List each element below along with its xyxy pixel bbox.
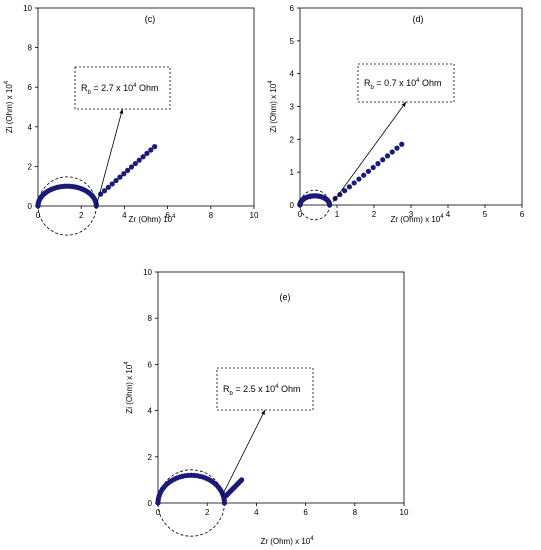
x-tick-label: 2 (79, 211, 84, 220)
data-point (132, 160, 138, 167)
arrow-head (119, 109, 124, 114)
x-tick-label: 10 (250, 211, 259, 220)
data-point (384, 153, 391, 159)
data-point (337, 191, 343, 198)
y-tick-label: 10 (23, 4, 32, 13)
plot-frame (299, 7, 523, 206)
data-point (144, 150, 150, 156)
y-axis-label: Zi (Ohm) x 104 (4, 80, 14, 133)
annotation-box (216, 367, 314, 411)
chart-panel-2: 0 2 4 6 8 10 0 2 4 6 8 10 Zr (Ohm) x 104 Zi (Ohm) x 1… (124, 268, 409, 546)
data-point (356, 176, 362, 182)
x-tick-label: 6 (165, 211, 170, 220)
x-tick-label: 1 (335, 210, 340, 219)
data-point (365, 168, 372, 174)
chart-panel-0: 0 2 4 6 8 10 0 2 4 6 8 10 Zr (Ohm) 104 Zi (Ohm) x 104… (4, 4, 259, 236)
y-tick-label: 0 (28, 202, 33, 211)
x-tick-label: 6 (303, 508, 308, 517)
x-tick-label: 0 (298, 210, 303, 219)
x-tick-label: 4 (122, 211, 127, 220)
annotation-arrow (221, 409, 266, 497)
data-point (327, 202, 333, 208)
y-tick-label: 2 (148, 453, 153, 462)
y-tick-label: 2 (28, 162, 33, 171)
data-point (109, 181, 115, 187)
panel-label: (c) (145, 14, 156, 24)
data-point (342, 188, 348, 194)
x-tick-label: 6 (520, 210, 525, 219)
y-tick-label: 6 (28, 83, 33, 92)
x-tick-label: 8 (353, 508, 358, 517)
y-axis-label: Zi (Ohm) x 104 (268, 80, 278, 133)
data-point (105, 184, 111, 190)
x-tick-label: 8 (209, 211, 214, 220)
data-point (389, 149, 395, 155)
data-point (125, 167, 131, 173)
y-axis-label: Zi (Ohm) x 104 (124, 361, 134, 414)
data-point (351, 180, 357, 186)
x-tick-label: 2 (372, 210, 377, 219)
data-point (128, 164, 135, 170)
panel-label: (e) (280, 292, 291, 302)
data-point (361, 172, 367, 178)
y-tick-label: 5 (290, 37, 295, 46)
data-point (148, 147, 154, 153)
arrow-head (401, 102, 406, 107)
annotation-text: Rb = 2.5 x 104 Ohm (223, 384, 300, 397)
annotation-box (74, 66, 171, 110)
plot-frame (37, 7, 255, 207)
y-tick-label: 3 (290, 103, 295, 112)
x-tick-label: 2 (205, 508, 210, 517)
data-point (380, 157, 386, 163)
annotation-arrow (95, 108, 123, 207)
data-point (239, 477, 245, 483)
data-point (399, 141, 405, 147)
data-point (375, 161, 381, 167)
y-tick-label: 10 (143, 268, 152, 277)
data-point (152, 144, 158, 150)
x-tick-label: 4 (446, 210, 451, 219)
data-point (117, 174, 123, 180)
x-axis-label: Zr (Ohm) x 104 (260, 536, 314, 546)
x-tick-label: 5 (483, 210, 488, 219)
y-tick-label: 4 (148, 407, 153, 416)
data-point (121, 171, 127, 177)
data-series (297, 141, 405, 208)
data-point (113, 177, 119, 184)
data-point (346, 184, 353, 190)
y-tick-label: 2 (290, 135, 295, 144)
y-tick-label: 0 (290, 201, 295, 210)
x-tick-label: 10 (400, 508, 409, 517)
arrow-head (261, 410, 265, 415)
annotation-arrow (332, 101, 407, 202)
x-axis-label: Zr (Ohm) 104 (129, 214, 177, 224)
data-point (394, 145, 400, 151)
x-tick-label: 0 (156, 508, 161, 517)
data-point (370, 164, 376, 171)
y-tick-label: 1 (290, 168, 295, 177)
data-point (101, 188, 108, 194)
annotation-text: Rb = 0.7 x 104 Ohm (364, 78, 441, 91)
data-point (221, 500, 228, 506)
data-point (136, 157, 142, 163)
x-tick-label: 3 (409, 210, 414, 219)
y-tick-label: 8 (148, 314, 153, 323)
plot-frame (157, 271, 405, 504)
x-tick-label: 4 (254, 508, 259, 517)
y-tick-label: 8 (28, 44, 33, 53)
data-point (140, 154, 146, 160)
annotation-text: Rb = 2.7 x 104 Ohm (81, 83, 158, 96)
y-tick-label: 4 (290, 70, 295, 79)
chart-panel-1: 0 1 2 3 4 5 6 0 1 2 3 4 5 6 Zr (Ohm) x 104 Zi (Ohm) x 1… (268, 4, 525, 224)
data-series (155, 472, 245, 506)
panel-label: (d) (413, 14, 424, 24)
y-tick-label: 6 (148, 360, 153, 369)
data-series (35, 144, 158, 209)
y-tick-label: 0 (148, 499, 153, 508)
x-tick-label: 0 (36, 211, 41, 220)
y-tick-label: 4 (28, 123, 33, 132)
x-axis-label: Zr (Ohm) x 104 (390, 214, 444, 224)
y-tick-label: 6 (290, 4, 295, 13)
